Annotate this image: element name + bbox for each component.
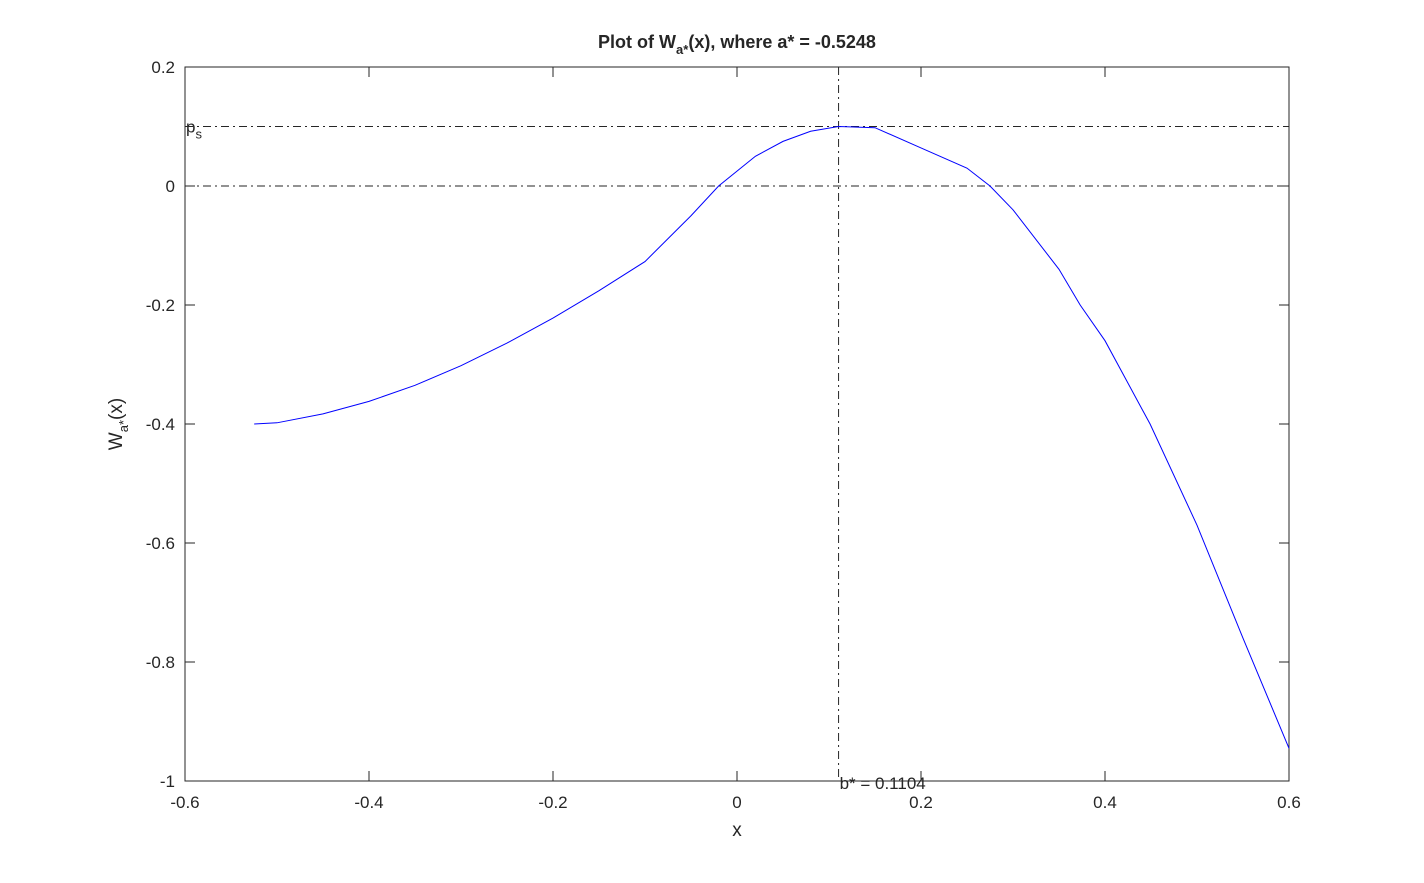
b-star-label: b* = 0.1104 [840, 774, 926, 793]
y-tick-label: 0 [166, 177, 175, 196]
y-tick-label: -0.4 [146, 415, 175, 434]
ps-label: ps [186, 118, 202, 142]
y-tick-label: -0.8 [146, 653, 175, 672]
x-axis-label: x [732, 820, 742, 841]
title-text: (x), where a* = -0.5248 [688, 32, 876, 52]
y-axis-label: Wa*(x) [106, 398, 131, 450]
x-tick-label: 0.6 [1277, 793, 1301, 812]
y-tick-label: -0.2 [146, 296, 175, 315]
y-label-text: (x) [106, 398, 127, 420]
y-tick-label: -0.6 [146, 534, 175, 553]
x-tick-label: 0.4 [1093, 793, 1117, 812]
y-tick-label: 0.2 [151, 58, 175, 77]
y-label-text: W [106, 432, 127, 450]
ps-subscript: s [195, 127, 202, 142]
chart-title: Plot of Wa*(x), where a* = -0.5248 [598, 32, 876, 57]
title-text: Plot of W [598, 32, 676, 52]
x-tick-label: -0.6 [170, 793, 199, 812]
ps-base: p [186, 118, 195, 137]
y-label-subscript: a* [116, 420, 131, 432]
x-tick-label: -0.4 [354, 793, 383, 812]
y-tick-label: -1 [160, 772, 175, 791]
title-subscript: a* [676, 42, 689, 57]
x-tick-label: 0.2 [909, 793, 933, 812]
data-line [254, 125, 1290, 749]
x-tick-label: 0 [732, 793, 741, 812]
x-tick-label: -0.2 [538, 793, 567, 812]
